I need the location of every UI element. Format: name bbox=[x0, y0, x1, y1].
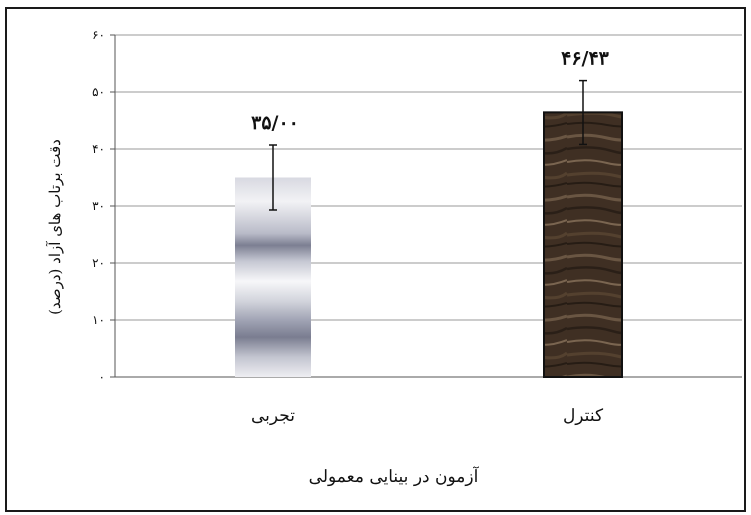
y-axis-label: دقت برتاب های آزاد (درصد) bbox=[46, 139, 64, 315]
x-axis-label: آزمون در بینایی معمولی bbox=[308, 467, 479, 487]
y-tick-label: ۲۰ bbox=[92, 256, 105, 270]
x-tick-label: تجربی bbox=[251, 406, 295, 426]
bar-chart: ۰ ۱۰ ۲۰ ۳۰ ۴۰ ۵۰ ۶۰ ۳۵/۰۰ تجربی ۴۶/۴۳ کنترل bbox=[92, 28, 742, 426]
y-tick-label: ۳۰ bbox=[92, 199, 105, 213]
y-tick-label: ۴۰ bbox=[92, 142, 105, 156]
bar-experimental bbox=[235, 177, 311, 377]
chart-frame: ۰ ۱۰ ۲۰ ۳۰ ۴۰ ۵۰ ۶۰ ۳۵/۰۰ تجربی ۴۶/۴۳ کنترل دقت بر… bbox=[5, 7, 746, 512]
y-tick-label: ۶۰ bbox=[92, 28, 105, 42]
bar-control bbox=[543, 111, 623, 378]
data-label-bg bbox=[549, 47, 617, 70]
data-label: ۳۵/۰۰ bbox=[251, 112, 299, 134]
x-tick-label: کنترل bbox=[563, 406, 604, 426]
y-tick-label: ۰ bbox=[99, 370, 105, 384]
data-label-bg bbox=[239, 112, 307, 135]
y-tick-label: ۱۰ bbox=[92, 313, 105, 327]
y-tick-label: ۵۰ bbox=[92, 85, 105, 99]
data-label: ۴۶/۴۳ bbox=[561, 48, 610, 70]
